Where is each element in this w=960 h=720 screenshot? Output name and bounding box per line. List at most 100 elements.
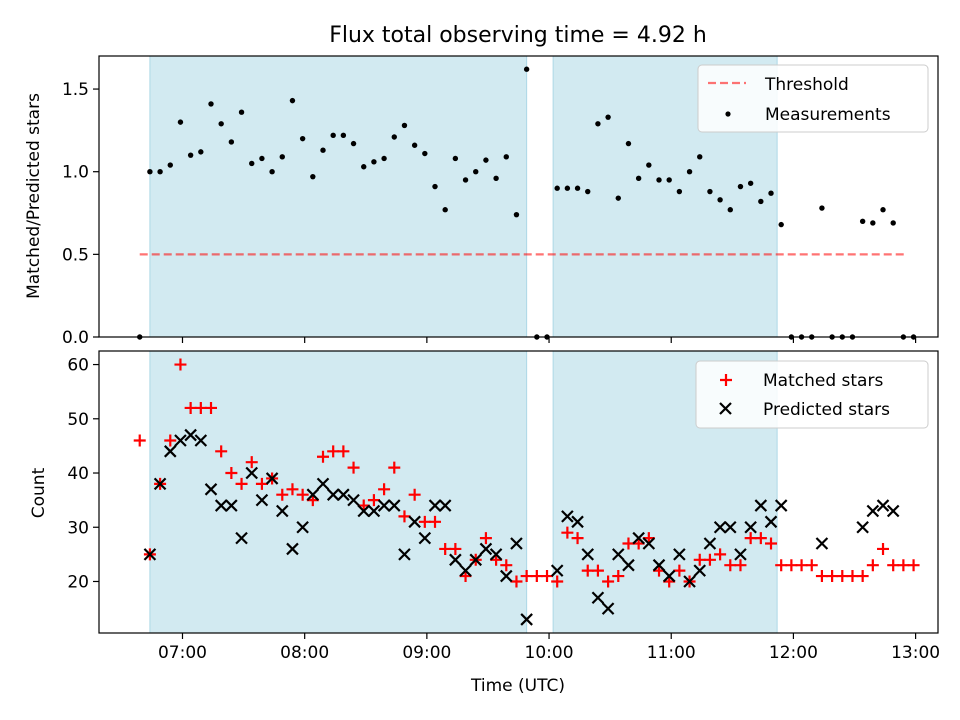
x-axis-ticks-top-panel xyxy=(181,337,917,343)
matched-star-marker xyxy=(805,559,818,572)
measurement-point xyxy=(585,188,591,195)
predicted-star-marker xyxy=(225,499,238,512)
matched-star-marker xyxy=(327,445,340,458)
y-tick-label: 40 xyxy=(67,464,89,484)
matched-star-marker xyxy=(887,559,900,572)
measurement-points xyxy=(137,66,917,340)
measurement-point xyxy=(646,162,652,168)
matched-star-marker xyxy=(235,477,248,490)
predicted-star-marker xyxy=(265,472,279,485)
predicted-star-marker xyxy=(296,520,309,534)
predicted-star-marker xyxy=(367,504,381,518)
matched-star-marker xyxy=(388,461,401,474)
matched-star-marker xyxy=(317,450,330,463)
predicted-star-marker xyxy=(479,542,493,556)
predicted-star-marker xyxy=(469,553,483,567)
observing-window-band xyxy=(149,350,528,634)
observing-window-band xyxy=(149,55,528,338)
predicted-star-marker xyxy=(724,520,737,534)
measurement-point xyxy=(707,188,713,195)
measurement-point xyxy=(503,154,509,160)
x-tick-label: 08:00 xyxy=(280,643,329,663)
predicted-star-marker xyxy=(652,558,666,572)
matched-star-marker xyxy=(194,401,207,414)
matched-star-marker xyxy=(775,559,788,572)
matched-star-marker xyxy=(866,559,879,572)
x-tick-label: 07:00 xyxy=(158,643,207,663)
x-tick-label: 13:00 xyxy=(891,643,940,663)
measurement-point xyxy=(737,183,744,190)
x-tick-label: 09:00 xyxy=(402,643,451,663)
measurement-point xyxy=(697,154,703,160)
measurement-point xyxy=(625,140,632,147)
matched-star-marker xyxy=(225,467,238,480)
y-tick-label: 30 xyxy=(67,518,89,538)
measurement-point xyxy=(870,220,876,226)
observing-window-bands xyxy=(149,350,778,634)
matched-star-marker xyxy=(479,532,492,545)
predicted-star-marker xyxy=(662,569,676,583)
measurement-point xyxy=(554,185,560,191)
matched-star-marker xyxy=(744,532,757,545)
y-tick-label: 1.5 xyxy=(62,80,89,100)
y-tick-label: 0.5 xyxy=(62,245,89,265)
predicted-star-marker xyxy=(703,537,717,550)
measurement-point xyxy=(157,169,163,175)
matched-star-marker xyxy=(602,575,615,588)
legend-predicted-swatch xyxy=(719,402,732,415)
y-axis-label-ratio: Matched/Predicted stars xyxy=(24,93,44,299)
measurement-point xyxy=(758,198,764,205)
measurement-point xyxy=(859,218,866,224)
legend-predicted-label: Predicted stars xyxy=(763,400,890,420)
count-points xyxy=(133,358,920,626)
matched-star-marker xyxy=(286,483,299,496)
predicted-star-marker xyxy=(388,499,401,512)
y-axis-label-count: Count xyxy=(29,467,49,518)
predicted-star-marker xyxy=(306,488,320,501)
predicted-star-marker xyxy=(591,591,605,605)
measurement-point xyxy=(666,177,672,183)
measurement-point xyxy=(320,147,326,153)
matched-star-marker xyxy=(530,570,543,583)
predicted-star-marker xyxy=(377,499,391,512)
measurement-point xyxy=(717,197,723,203)
matched-star-marker xyxy=(856,570,869,583)
legend-frame xyxy=(697,64,929,133)
measurement-point xyxy=(574,185,581,191)
x-tick-label: 11:00 xyxy=(647,643,696,663)
matched-star-marker xyxy=(205,401,218,414)
predicted-star-marker xyxy=(204,483,218,496)
measurement-point xyxy=(768,190,774,196)
matched-star-marker xyxy=(571,532,584,545)
predicted-star-marker xyxy=(459,564,472,577)
measurement-point xyxy=(422,150,428,157)
matched-star-marker xyxy=(591,564,604,577)
y-tick-label: 20 xyxy=(67,572,89,592)
matched-star-marker xyxy=(581,564,594,577)
predicted-star-marker xyxy=(143,548,157,561)
matched-star-marker xyxy=(541,570,554,583)
plot-frame-bottom xyxy=(98,350,939,634)
matched-star-marker xyxy=(673,564,686,577)
matched-star-marker xyxy=(897,559,910,572)
matched-star-marker xyxy=(724,559,737,572)
predicted-star-marker xyxy=(500,569,513,583)
matched-star-marker xyxy=(622,537,635,550)
measurement-point xyxy=(493,175,499,182)
matched-star-marker xyxy=(429,515,442,528)
measurement-point xyxy=(238,109,245,115)
measurement-point xyxy=(819,205,825,211)
legend-measurements-label: Measurements xyxy=(765,105,891,125)
predicted-star-marker xyxy=(398,548,411,561)
predicted-star-marker xyxy=(683,575,696,588)
predicted-star-marker xyxy=(774,499,788,512)
measurement-point xyxy=(442,207,448,213)
matched-star-marker xyxy=(877,542,890,555)
predicted-star-marker xyxy=(255,493,269,507)
predicted-star-marker xyxy=(337,488,350,501)
legend-top: Threshold Measurements xyxy=(697,64,929,133)
matched-star-marker xyxy=(714,548,727,561)
measurement-point xyxy=(676,188,683,195)
predicted-star-marker xyxy=(815,537,829,550)
measurement-point xyxy=(218,121,224,127)
